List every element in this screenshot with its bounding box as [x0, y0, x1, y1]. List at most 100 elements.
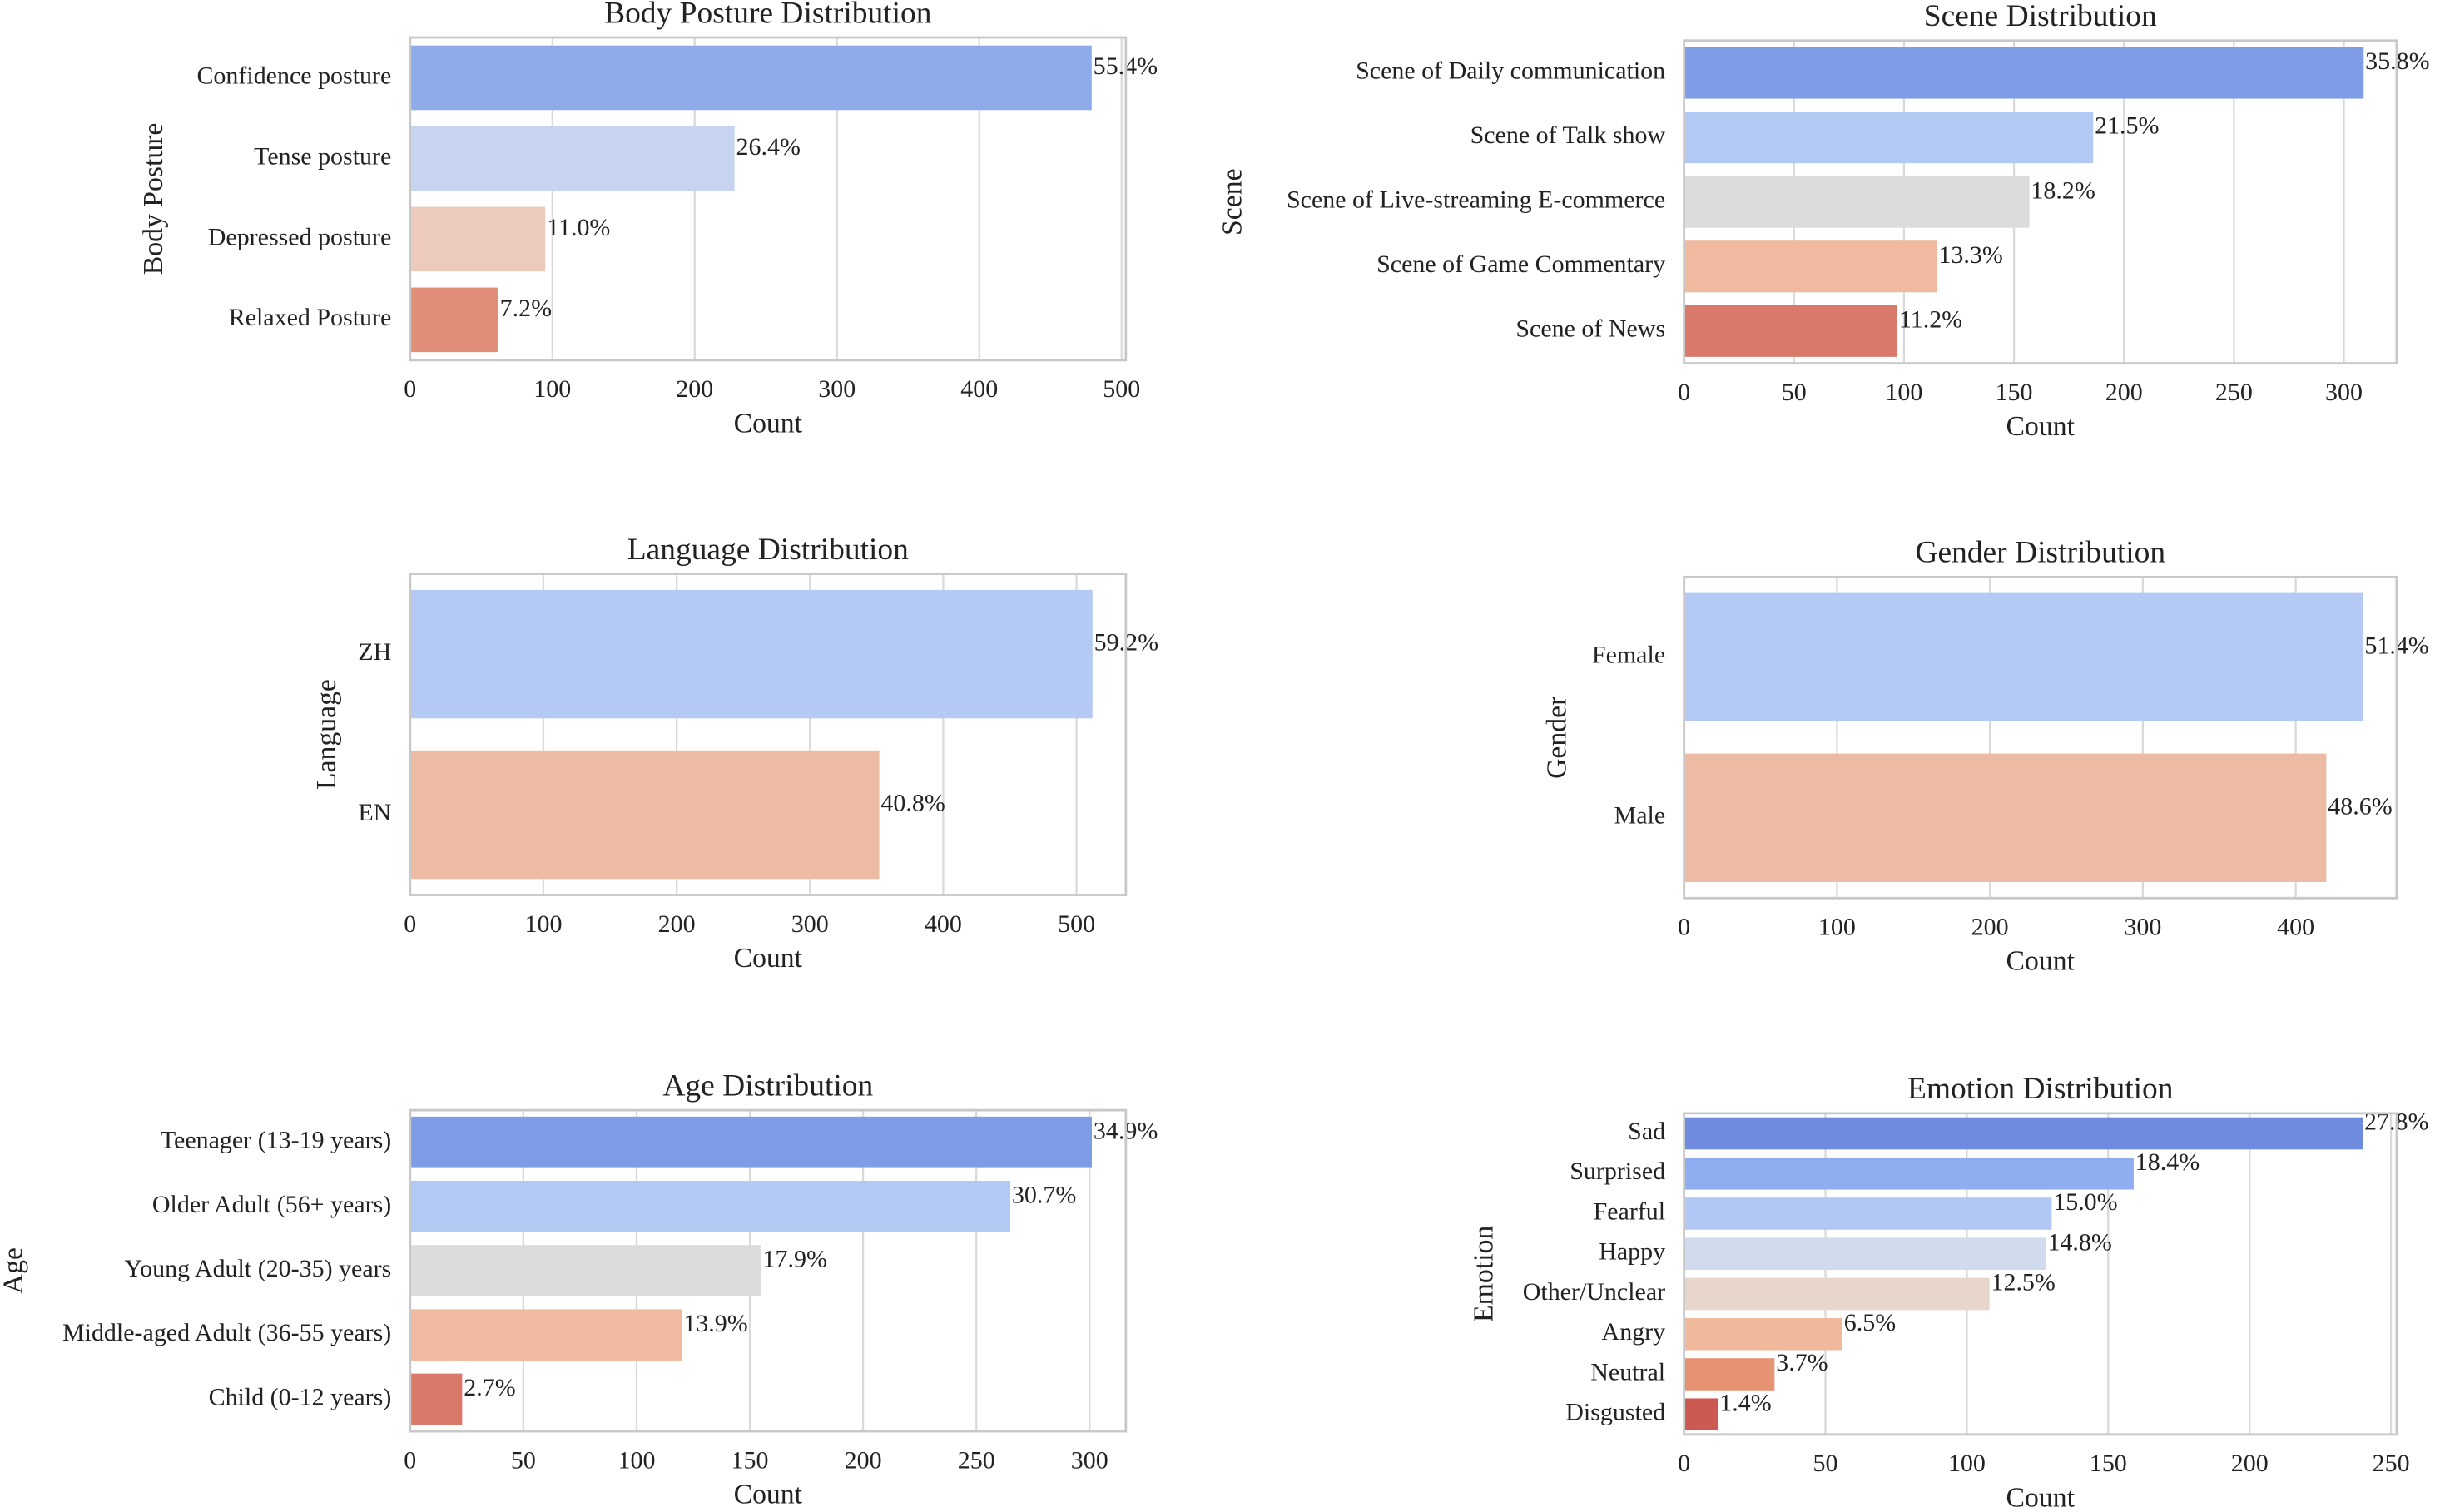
y-tick-label: Angry	[1602, 1318, 1666, 1346]
x-axis-label: Count	[734, 1480, 803, 1510]
x-tick-label: 400	[2277, 914, 2314, 941]
bar	[1684, 1358, 1775, 1391]
x-tick-label: 200	[676, 375, 713, 403]
y-tick-label: Older Adult (56+ years)	[152, 1191, 391, 1218]
x-tick-label: 0	[1678, 914, 1690, 941]
data-label: 3.7%	[1776, 1349, 1828, 1376]
subplot: 0 50 100 150 200 250 300 Teenager (13-19 years)…	[0, 1068, 1158, 1510]
data-label: 2.7%	[464, 1374, 515, 1401]
x-tick-label: 300	[791, 910, 829, 938]
plot-frame	[1683, 575, 2398, 900]
y-tick-label: Male	[1614, 802, 1666, 830]
bar	[1684, 240, 1937, 293]
data-label: 18.2%	[2031, 176, 2095, 204]
x-tick-label: 200	[1971, 914, 2009, 941]
y-tick-label: Neutral	[1590, 1358, 1665, 1386]
plot-frame	[409, 36, 1128, 362]
x-tick-label: 0	[404, 1446, 416, 1474]
bar	[409, 1116, 1093, 1168]
bar	[409, 45, 1092, 111]
bar	[409, 589, 1093, 719]
y-axis-label: Emotion	[1468, 1226, 1499, 1322]
x-tick-label: 200	[845, 1446, 882, 1474]
y-axis-label: Gender	[1541, 697, 1572, 779]
y-tick-label: Scene of Game Commentary	[1376, 250, 1665, 278]
data-label: 7.2%	[500, 295, 552, 322]
y-axis-label: Language	[311, 679, 342, 790]
bar	[409, 206, 546, 272]
x-tick-label: 500	[1103, 375, 1140, 403]
y-tick-label: Scene of Talk show	[1470, 121, 1666, 149]
bar	[409, 750, 880, 880]
x-axis-label: Count	[2006, 946, 2076, 977]
x-tick-label: 0	[1678, 379, 1690, 406]
plot-frame	[1683, 1112, 2398, 1436]
data-label: 11.2%	[1899, 305, 1962, 333]
bar	[1684, 112, 2094, 164]
data-label: 40.8%	[880, 790, 945, 817]
y-tick-label: Scene of Daily communication	[1356, 57, 1665, 84]
y-tick-label: Scene of Live-streaming E-commerce	[1287, 186, 1665, 214]
plot-frame	[409, 573, 1128, 896]
y-tick-label: Teenager (13-19 years)	[161, 1127, 391, 1154]
x-axis-label: Count	[734, 408, 803, 439]
chart-title: Language Distribution	[627, 533, 909, 567]
chart-title: Body Posture Distribution	[604, 0, 932, 30]
x-tick-label: 200	[2231, 1450, 2269, 1477]
y-axis-label: Age	[0, 1247, 28, 1294]
bar	[409, 126, 735, 191]
bar	[1684, 1237, 2046, 1271]
x-tick-label: 300	[2124, 914, 2161, 941]
bar	[1684, 1157, 2134, 1190]
x-tick-label: 50	[1782, 379, 1807, 406]
y-tick-label: ZH	[358, 638, 391, 666]
bar	[1684, 176, 2030, 228]
bar	[409, 1245, 761, 1296]
bar	[1684, 1398, 1718, 1431]
x-tick-label: 100	[533, 375, 571, 403]
x-tick-label: 0	[404, 375, 416, 403]
y-tick-label: Surprised	[1570, 1158, 1665, 1185]
data-label: 12.5%	[1991, 1269, 2055, 1296]
bar	[1684, 753, 2327, 882]
y-tick-label: Middle-aged Adult (36-55 years)	[62, 1319, 391, 1346]
bar	[1684, 592, 2363, 721]
data-label: 18.4%	[2135, 1148, 2200, 1176]
y-tick-label: EN	[358, 799, 391, 826]
x-tick-label: 100	[617, 1446, 655, 1474]
chart-title: Emotion Distribution	[1907, 1072, 2174, 1106]
x-tick-label: 0	[404, 910, 416, 938]
y-tick-label: Other/Unclear	[1523, 1278, 1665, 1306]
x-axis-label: Count	[734, 943, 803, 974]
x-tick-label: 300	[818, 375, 856, 403]
bar	[409, 1373, 463, 1425]
x-tick-label: 100	[1885, 379, 1922, 406]
data-label: 11.0%	[547, 214, 610, 241]
x-tick-label: 100	[1948, 1450, 1986, 1477]
x-tick-label: 0	[1678, 1450, 1690, 1477]
x-tick-label: 250	[2373, 1450, 2410, 1477]
y-tick-label: Depressed posture	[208, 223, 392, 250]
y-tick-label: Tense posture	[254, 142, 391, 170]
bar	[1684, 1117, 2363, 1150]
x-tick-label: 50	[1813, 1450, 1838, 1477]
x-tick-label: 500	[1058, 910, 1095, 938]
y-tick-label: Confidence posture	[196, 62, 391, 89]
chart-title: Age Distribution	[662, 1068, 873, 1103]
bar	[409, 287, 498, 353]
bar	[1684, 1277, 1990, 1311]
x-tick-label: 300	[2325, 379, 2363, 406]
data-label: 15.0%	[2053, 1188, 2117, 1216]
x-axis-label: Count	[2006, 1482, 2076, 1512]
x-tick-label: 100	[1818, 914, 1856, 941]
y-tick-label: Relaxed Posture	[229, 304, 392, 331]
data-label: 21.5%	[2095, 112, 2159, 140]
plot-frame	[409, 1108, 1128, 1433]
bar	[1684, 305, 1897, 357]
subplot: 0 50 100 150 200 250 300 Scene of Daily communi…	[1218, 0, 2430, 442]
x-tick-label: 100	[524, 910, 562, 938]
y-tick-label: Disgusted	[1565, 1399, 1665, 1426]
